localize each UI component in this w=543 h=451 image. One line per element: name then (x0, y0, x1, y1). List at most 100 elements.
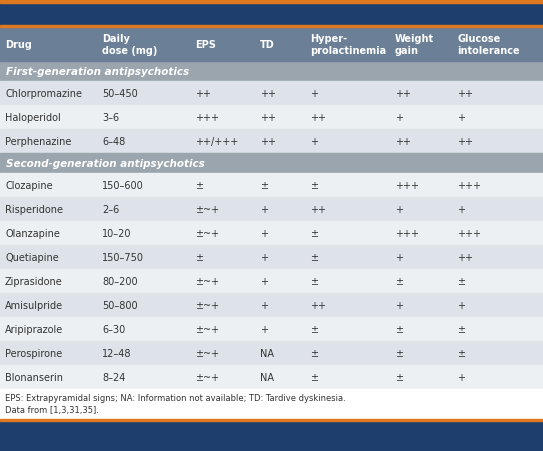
Text: ±~+: ±~+ (195, 276, 219, 286)
Text: 12–48: 12–48 (102, 348, 131, 358)
Text: 3–6: 3–6 (102, 113, 119, 123)
Text: ±: ± (310, 180, 318, 191)
Text: EPS: Extrapyramidal signs; NA: Information not available; TD: Tardive dyskinesia: EPS: Extrapyramidal signs; NA: Informati… (5, 394, 346, 403)
Text: Ziprasidone: Ziprasidone (5, 276, 63, 286)
Bar (0, 62, 543, 82)
Text: Quetiapine: Quetiapine (5, 253, 59, 262)
Text: ±: ± (395, 348, 403, 358)
Text: ++: ++ (395, 89, 411, 99)
Text: ±~+: ±~+ (195, 229, 219, 239)
Text: Source: Expert Rev Clin Pharmacol © 2008 Expert Reviews Ltd: Source: Expert Rev Clin Pharmacol © 2008… (267, 432, 538, 441)
Text: NA: NA (260, 372, 274, 382)
Bar (0, 130, 543, 154)
Text: ++: ++ (260, 89, 276, 99)
Text: Drug: Drug (5, 40, 32, 50)
Bar (0, 26, 543, 28)
Text: ±~+: ±~+ (195, 205, 219, 215)
Text: TD: TD (260, 40, 275, 50)
Text: 2–6: 2–6 (102, 205, 119, 215)
Text: +: + (260, 229, 268, 239)
Bar (0, 365, 543, 389)
Text: Clozapine: Clozapine (5, 180, 53, 191)
Text: 150–750: 150–750 (102, 253, 144, 262)
Text: ±: ± (195, 253, 203, 262)
Text: ±~+: ±~+ (195, 300, 219, 310)
Text: ±: ± (395, 324, 403, 334)
Bar (0, 221, 543, 245)
Text: Medscape®: Medscape® (6, 9, 84, 22)
Bar (0, 198, 543, 221)
Text: ±: ± (310, 229, 318, 239)
Bar (0, 154, 543, 174)
Text: ±~+: ±~+ (195, 324, 219, 334)
Text: +: + (260, 324, 268, 334)
Text: ++: ++ (310, 300, 326, 310)
Text: Amisulpride: Amisulpride (5, 300, 63, 310)
Text: EPS: EPS (195, 40, 216, 50)
Text: ±~+: ±~+ (195, 372, 219, 382)
Bar (0, 0, 543, 4)
Text: 80–200: 80–200 (102, 276, 137, 286)
Text: 8–24: 8–24 (102, 372, 125, 382)
Text: Data from [1,3,31,35].: Data from [1,3,31,35]. (5, 405, 99, 414)
Text: +: + (457, 300, 465, 310)
Text: ++: ++ (310, 205, 326, 215)
Text: ±: ± (457, 348, 465, 358)
Bar (0, 174, 543, 198)
Bar (0, 28, 543, 62)
Text: ±: ± (457, 276, 465, 286)
Text: +: + (260, 205, 268, 215)
Text: +: + (310, 137, 318, 147)
Text: 150–600: 150–600 (102, 180, 144, 191)
Text: +++: +++ (195, 113, 219, 123)
Text: Perphenazine: Perphenazine (5, 137, 71, 147)
Text: First-generation antipsychotics: First-generation antipsychotics (6, 67, 189, 77)
Text: +++: +++ (457, 180, 481, 191)
Text: +++: +++ (395, 180, 419, 191)
Text: ±: ± (395, 372, 403, 382)
Bar (0, 421, 543, 451)
Text: Blonanserin: Blonanserin (5, 372, 63, 382)
Text: 6–30: 6–30 (102, 324, 125, 334)
Text: ±: ± (310, 324, 318, 334)
Bar (0, 245, 543, 269)
Text: +: + (260, 276, 268, 286)
Text: Aripiprazole: Aripiprazole (5, 324, 63, 334)
Text: +: + (457, 113, 465, 123)
Text: ++: ++ (310, 113, 326, 123)
Text: 10–20: 10–20 (102, 229, 131, 239)
Text: ++: ++ (457, 89, 473, 99)
Text: +: + (395, 253, 403, 262)
Text: ±: ± (195, 180, 203, 191)
Text: ++: ++ (260, 113, 276, 123)
Text: ++: ++ (195, 89, 211, 99)
Text: ±: ± (310, 372, 318, 382)
Text: +: + (457, 372, 465, 382)
Bar (0, 341, 543, 365)
Bar (0, 419, 543, 421)
Text: +++: +++ (395, 229, 419, 239)
Bar (0, 82, 543, 106)
Text: ++: ++ (457, 137, 473, 147)
Text: Risperidone: Risperidone (5, 205, 63, 215)
Text: +: + (395, 205, 403, 215)
Text: Perospirone: Perospirone (5, 348, 62, 358)
Text: ±: ± (310, 253, 318, 262)
Text: Second-generation antipsychotics: Second-generation antipsychotics (6, 159, 205, 169)
Text: Chlorpromazine: Chlorpromazine (5, 89, 82, 99)
Text: ++: ++ (395, 137, 411, 147)
Text: Haloperidol: Haloperidol (5, 113, 61, 123)
Text: Olanzapine: Olanzapine (5, 229, 60, 239)
Bar (0, 389, 543, 419)
Text: 50–800: 50–800 (102, 300, 137, 310)
Bar (0, 106, 543, 130)
Text: www.medscape.com: www.medscape.com (211, 9, 332, 22)
Text: Glucose
intolerance: Glucose intolerance (457, 34, 520, 55)
Text: ++: ++ (457, 253, 473, 262)
Text: +: + (457, 205, 465, 215)
Text: 50–450: 50–450 (102, 89, 138, 99)
Text: ++/+++: ++/+++ (195, 137, 238, 147)
Text: ±~+: ±~+ (195, 348, 219, 358)
Text: Daily
dose (mg): Daily dose (mg) (102, 34, 157, 55)
Text: +: + (260, 300, 268, 310)
